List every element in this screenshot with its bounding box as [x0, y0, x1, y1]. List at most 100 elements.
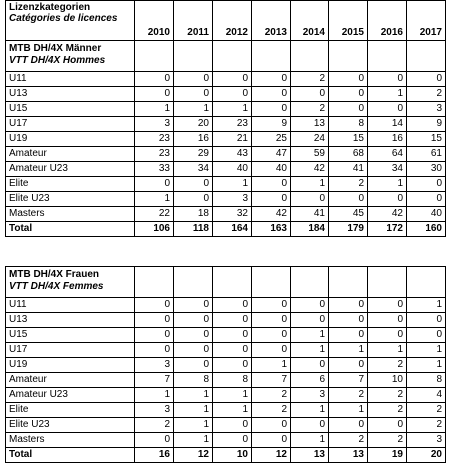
value-cell: 0 [173, 86, 213, 102]
value-cell: 3 [290, 387, 329, 403]
value-cell: 0 [212, 71, 252, 87]
header-title-de: Lizenzkategorien [9, 2, 91, 13]
value-cell: 0 [406, 327, 446, 343]
value-cell: 2 [328, 176, 368, 192]
table-row: Amateur 7 8 8 7 6 7 10 8 [5, 372, 446, 388]
value-cell: 0 [212, 432, 252, 448]
section-title-cell: MTB DH/4X Frauen VTT DH/4X Femmes [5, 266, 135, 298]
section-title-de: MTB DH/4X Frauen [9, 269, 100, 280]
value-cell: 3 [212, 191, 252, 207]
value-cell: 0 [134, 71, 174, 87]
value-cell: 40 [251, 161, 291, 177]
value-cell: 0 [251, 342, 291, 358]
value-cell: 1 [290, 402, 329, 418]
value-cell: 61 [406, 146, 446, 162]
total-value-cell: 179 [328, 221, 368, 237]
value-cell: 0 [134, 342, 174, 358]
total-row: Total 16 12 10 12 13 13 19 20 [5, 447, 446, 463]
value-cell: 0 [406, 312, 446, 328]
value-cell: 0 [328, 357, 368, 373]
total-value-cell: 106 [134, 221, 174, 237]
total-value-cell: 19 [367, 447, 407, 463]
total-label: Total [5, 447, 135, 463]
section-title-fr: VTT DH/4X Hommes [9, 55, 106, 66]
year-header-2010: 2010 [134, 0, 174, 41]
row-label: U15 [5, 101, 135, 117]
value-cell: 18 [173, 206, 213, 222]
row-label: U11 [5, 297, 135, 313]
total-value-cell: 12 [173, 447, 213, 463]
value-cell: 0 [290, 417, 329, 433]
value-cell: 0 [251, 176, 291, 192]
value-cell: 1 [290, 327, 329, 343]
value-cell: 40 [212, 161, 252, 177]
total-value-cell: 10 [212, 447, 252, 463]
value-cell: 0 [173, 357, 213, 373]
row-label: Amateur U23 [5, 387, 135, 403]
table-row: U11 0 0 0 0 0 0 0 1 [5, 297, 446, 313]
total-row: Total 106 118 164 163 184 179 172 160 [5, 221, 446, 237]
section-title-row: MTB DH/4X Frauen VTT DH/4X Femmes [5, 266, 446, 298]
value-cell: 3 [134, 357, 174, 373]
value-cell: 0 [134, 297, 174, 313]
value-cell: 0 [290, 312, 329, 328]
value-cell: 4 [406, 387, 446, 403]
empty-cell [328, 40, 368, 72]
table-row: U13 0 0 0 0 0 0 1 2 [5, 86, 446, 102]
value-cell: 2 [406, 86, 446, 102]
value-cell: 0 [367, 312, 407, 328]
value-cell: 23 [134, 131, 174, 147]
value-cell: 0 [328, 417, 368, 433]
value-cell: 1 [406, 357, 446, 373]
value-cell: 0 [212, 327, 252, 343]
section-title-row: MTB DH/4X Männer VTT DH/4X Hommes [5, 40, 446, 72]
value-cell: 1 [212, 387, 252, 403]
value-cell: 2 [290, 71, 329, 87]
value-cell: 6 [290, 372, 329, 388]
total-value-cell: 172 [367, 221, 407, 237]
table-row: Elite 3 1 1 2 1 1 2 2 [5, 402, 446, 418]
total-value-cell: 164 [212, 221, 252, 237]
section-title-de: MTB DH/4X Männer [9, 43, 102, 54]
table-row: U13 0 0 0 0 0 0 0 0 [5, 312, 446, 328]
value-cell: 0 [328, 71, 368, 87]
table-row: Amateur U23 33 34 40 40 42 41 34 30 [5, 161, 446, 177]
value-cell: 64 [367, 146, 407, 162]
empty-cell [328, 266, 368, 298]
value-cell: 0 [367, 71, 407, 87]
total-label: Total [5, 221, 135, 237]
value-cell: 2 [251, 387, 291, 403]
value-cell: 0 [212, 417, 252, 433]
row-label: U15 [5, 327, 135, 343]
total-value-cell: 184 [290, 221, 329, 237]
value-cell: 2 [328, 432, 368, 448]
value-cell: 40 [406, 206, 446, 222]
year-header-2016: 2016 [367, 0, 407, 41]
value-cell: 0 [212, 86, 252, 102]
row-label: Amateur U23 [5, 161, 135, 177]
empty-cell [290, 40, 329, 72]
value-cell: 2 [367, 402, 407, 418]
value-cell: 42 [251, 206, 291, 222]
value-cell: 0 [134, 86, 174, 102]
row-label: U17 [5, 342, 135, 358]
table-row: U19 3 0 0 1 0 0 2 1 [5, 357, 446, 373]
value-cell: 0 [367, 101, 407, 117]
value-cell: 30 [406, 161, 446, 177]
value-cell: 47 [251, 146, 291, 162]
value-cell: 0 [328, 312, 368, 328]
empty-cell [212, 40, 252, 72]
value-cell: 8 [406, 372, 446, 388]
section-title-cell: MTB DH/4X Männer VTT DH/4X Hommes [5, 40, 135, 72]
value-cell: 1 [173, 417, 213, 433]
value-cell: 1 [173, 387, 213, 403]
value-cell: 15 [328, 131, 368, 147]
value-cell: 42 [290, 161, 329, 177]
value-cell: 0 [290, 86, 329, 102]
value-cell: 15 [406, 131, 446, 147]
empty-cell [134, 266, 174, 298]
value-cell: 1 [290, 432, 329, 448]
value-cell: 1 [290, 176, 329, 192]
value-cell: 9 [406, 116, 446, 132]
value-cell: 0 [134, 312, 174, 328]
